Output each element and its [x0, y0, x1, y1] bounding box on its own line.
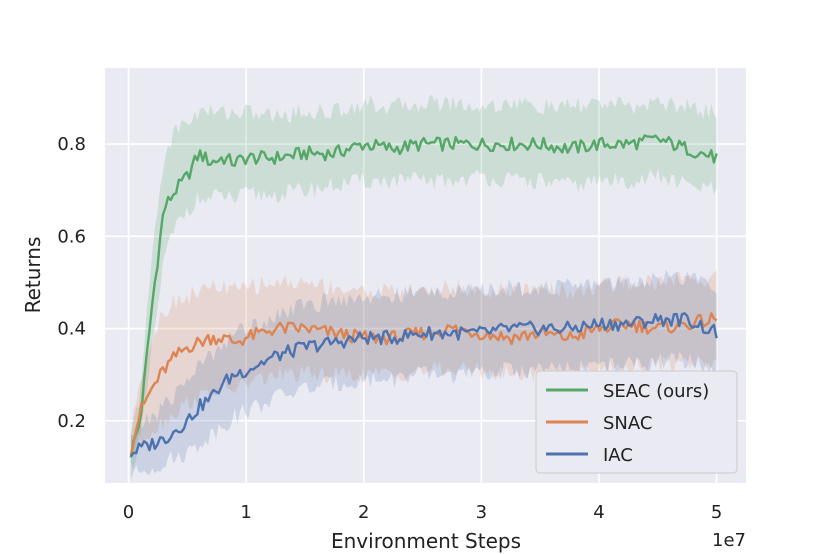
x-tick-label: 5	[711, 502, 722, 523]
series-line-iac	[129, 312, 718, 457]
series-line-seac	[129, 134, 718, 458]
legend-label-snac: SNAC	[603, 413, 652, 434]
series-line-snac	[129, 312, 718, 456]
y-tick-label: 0.2	[57, 411, 86, 432]
x-tick-label: 0	[123, 502, 134, 523]
x-tick-label: 1	[240, 502, 251, 523]
x-tick-label: 4	[593, 502, 604, 523]
legend-label-iac: IAC	[603, 445, 633, 466]
series-lines	[129, 134, 718, 458]
x-tick-label: 2	[358, 502, 369, 523]
y-axis-label: Returns	[21, 237, 45, 314]
y-tick-labels: 0.2 0.4 0.6 0.8	[57, 134, 86, 432]
y-tick-label: 0.4	[57, 319, 86, 340]
confidence-band-seac	[130, 94, 717, 470]
confidence-band-snac	[130, 269, 717, 459]
legend-label-seac: SEAC (ours)	[603, 381, 709, 402]
x-axis-label: Environment Steps	[331, 529, 521, 553]
legend-box	[535, 370, 738, 474]
confidence-bands	[130, 94, 717, 481]
x-scale-label: 1e7	[712, 530, 746, 551]
x-tick-label: 3	[476, 502, 487, 523]
y-tick-label: 0.8	[57, 134, 86, 155]
legend: SEAC (ours) SNAC IAC	[535, 370, 738, 474]
x-tick-labels: 0 1 2 3 4 5	[123, 502, 723, 523]
confidence-band-iac	[130, 269, 717, 481]
y-tick-label: 0.6	[57, 226, 86, 247]
